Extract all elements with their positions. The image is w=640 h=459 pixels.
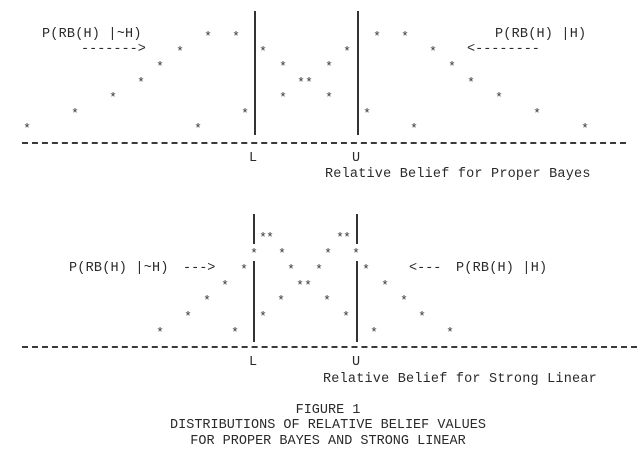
arrow-right-top: -------> [81, 42, 146, 57]
label-not-h-top: P(RB(H) |~H) [42, 27, 142, 42]
data-point-star: * [418, 309, 426, 325]
data-point-star: * [323, 293, 331, 309]
data-point-star: * [305, 75, 313, 91]
data-point-star: * [250, 246, 258, 262]
data-point-star: * [278, 246, 286, 262]
data-point-star: * [446, 325, 454, 341]
arrow-left-top: <-------- [467, 42, 540, 57]
data-point-star: * [373, 29, 381, 45]
data-point-star: * [259, 230, 267, 246]
data-point-star: * [232, 29, 240, 45]
data-point-star: * [533, 106, 541, 122]
data-point-star: * [279, 59, 287, 75]
data-point-star: * [304, 278, 312, 294]
upper-bound-line-bottom [356, 261, 358, 342]
marker-u-top: U [352, 151, 361, 166]
label-h-top: P(RB(H) |H) [495, 27, 587, 42]
data-point-star: * [194, 121, 202, 137]
data-point-star: * [184, 309, 192, 325]
caption-line-3: FOR PROPER BAYES AND STRONG LINEAR [190, 434, 466, 449]
data-point-star: * [429, 44, 437, 60]
data-point-star: * [324, 246, 332, 262]
xlabel-top: Relative Belief for Proper Bayes [325, 167, 591, 182]
data-point-star: * [495, 90, 503, 106]
xlabel-bottom: Relative Belief for Strong Linear [323, 372, 597, 387]
data-point-star: * [581, 121, 589, 137]
lower-bound-line-bottom [253, 261, 255, 342]
data-point-star: * [203, 293, 211, 309]
data-point-star: * [336, 230, 344, 246]
marker-l-bottom: L [249, 355, 258, 370]
data-point-star: * [279, 90, 287, 106]
caption-title: FIGURE 1 [295, 403, 361, 418]
data-point-star: * [315, 262, 323, 278]
marker-l-top: L [249, 151, 258, 166]
data-point-star: * [71, 106, 79, 122]
caption-line-2: DISTRIBUTIONS OF RELATIVE BELIEF VALUES [170, 418, 486, 433]
data-point-star: * [343, 230, 351, 246]
data-point-star: * [156, 59, 164, 75]
arrow-left-bottom: <--- [409, 261, 442, 276]
data-point-star: * [266, 230, 274, 246]
x-axis-top [22, 142, 626, 144]
data-point-star: * [231, 325, 239, 341]
data-point-star: * [342, 309, 350, 325]
data-point-star: * [109, 90, 117, 106]
data-point-star: * [352, 246, 360, 262]
data-point-star: * [221, 278, 229, 294]
data-point-star: * [325, 90, 333, 106]
data-point-star: * [240, 262, 248, 278]
lower-bound-line-bottom-upper [253, 214, 255, 244]
data-point-star: * [363, 106, 371, 122]
data-point-star: * [259, 44, 267, 60]
data-point-star: * [296, 278, 304, 294]
data-point-star: * [448, 59, 456, 75]
data-point-star: * [156, 325, 164, 341]
data-point-star: * [400, 293, 408, 309]
data-point-star: * [370, 325, 378, 341]
lower-bound-line-top [254, 11, 256, 135]
data-point-star: * [467, 75, 475, 91]
data-point-star: * [325, 59, 333, 75]
upper-bound-line-top [357, 11, 359, 135]
data-point-star: * [343, 44, 351, 60]
data-point-star: * [297, 75, 305, 91]
data-point-star: * [241, 106, 249, 122]
data-point-star: * [381, 278, 389, 294]
label-not-h-bottom: P(RB(H) |~H) [69, 261, 169, 276]
data-point-star: * [137, 75, 145, 91]
marker-u-bottom: U [352, 355, 361, 370]
upper-bound-line-bottom-upper [356, 214, 358, 244]
x-axis-bottom [22, 346, 637, 348]
data-point-star: * [277, 293, 285, 309]
data-point-star: * [401, 29, 409, 45]
data-point-star: * [23, 121, 31, 137]
data-point-star: * [176, 44, 184, 60]
data-point-star: * [204, 29, 212, 45]
data-point-star: * [287, 262, 295, 278]
data-point-star: * [410, 121, 418, 137]
arrow-right-bottom: ---> [183, 261, 216, 276]
label-h-bottom: P(RB(H) |H) [456, 261, 548, 276]
data-point-star: * [362, 262, 370, 278]
data-point-star: * [259, 309, 267, 325]
